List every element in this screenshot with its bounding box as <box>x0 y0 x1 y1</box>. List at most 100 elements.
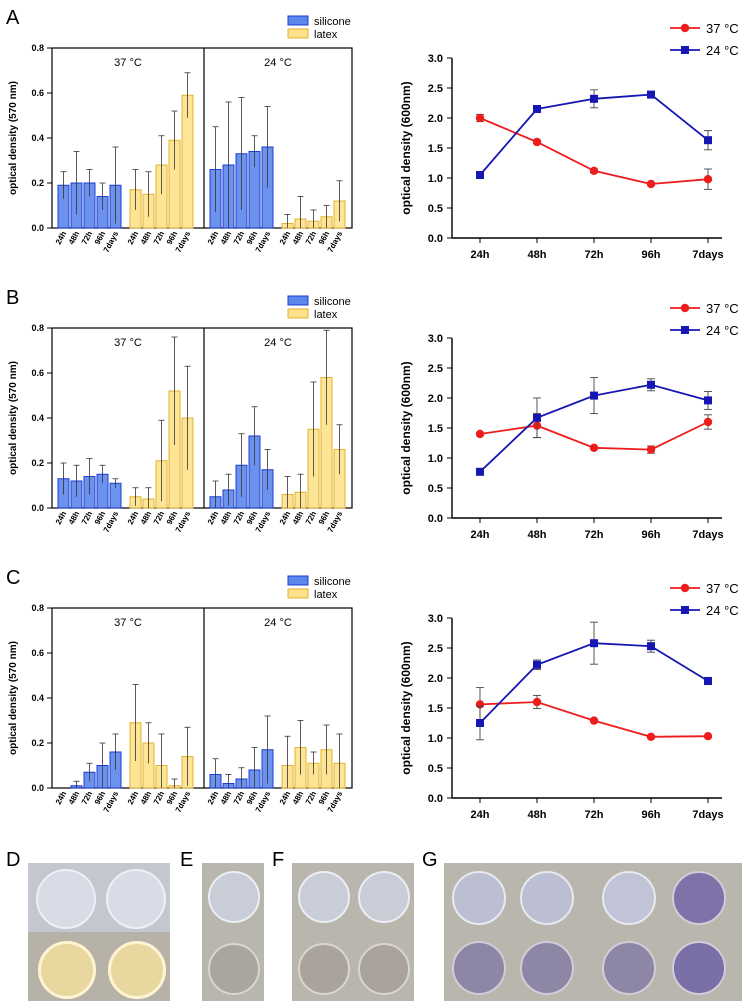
point-37-c-48h <box>532 697 542 707</box>
legend-swatch-latex <box>287 308 309 319</box>
point-24-c-72h <box>590 94 598 103</box>
y-tick-label: 0.5 <box>428 483 443 495</box>
x-tick-label: 48h <box>291 230 305 246</box>
point-24-c-7days <box>704 136 712 145</box>
x-tick-label: 72h <box>152 510 166 526</box>
legend-label-latex: latex <box>314 29 338 41</box>
y-tick-label: 3.0 <box>428 333 443 345</box>
x-tick-label: 48h <box>67 510 81 526</box>
x-tick-label: 72h <box>80 230 94 246</box>
point-24-c-48h <box>533 660 541 669</box>
legend-marker-24-c <box>681 326 689 334</box>
y-tick-label: 0.0 <box>31 503 44 513</box>
legend-label-37-c: 37 °C <box>706 581 739 596</box>
legend-swatch-silicone <box>287 575 309 586</box>
x-tick-label: 48h <box>528 809 547 821</box>
x-tick-label: 48h <box>528 529 547 541</box>
y-tick-label: 2.0 <box>428 113 443 125</box>
y-axis-label: optical density (600nm) <box>399 361 413 494</box>
y-tick-label: 0.2 <box>31 458 44 468</box>
x-tick-label: 48h <box>67 790 81 806</box>
point-24-c-72h <box>590 639 598 648</box>
bar-chart-c: 0.0 0.2 0.4 0.6 0.8 optical density (570 nm) 3… <box>8 575 353 814</box>
legend-marker-37-c <box>680 23 690 33</box>
legend-label-24-c: 24 °C <box>706 323 739 338</box>
x-tick-label: 72h <box>232 790 246 806</box>
y-tick-label: 0.0 <box>428 513 443 525</box>
y-tick-label: 1.5 <box>428 703 443 715</box>
x-tick-label: 24h <box>54 510 68 526</box>
y-tick-label: 0.0 <box>428 793 443 805</box>
x-tick-label: 24h <box>471 809 490 821</box>
group-title: 24 °C <box>264 337 292 349</box>
x-tick-label: 72h <box>80 790 94 806</box>
y-tick-label: 0.5 <box>428 763 443 775</box>
y-axis-label: optical density (570 nm) <box>8 641 19 755</box>
legend-swatch-latex <box>287 588 309 599</box>
point-24-c-96h <box>647 380 655 389</box>
y-tick-label: 2.5 <box>428 83 443 95</box>
point-37-c-7days <box>703 417 713 427</box>
legend-marker-37-c <box>680 303 690 313</box>
point-24-c-24h <box>476 171 484 179</box>
y-tick-label: 0.5 <box>428 203 443 215</box>
panel-label-f: F <box>272 849 285 871</box>
group-title: 37 °C <box>114 57 142 69</box>
point-24-c-96h <box>647 642 655 651</box>
bar-chart-b: 0.0 0.2 0.4 0.6 0.8 optical density (570 nm) 3… <box>8 295 353 534</box>
point-37-c-96h <box>646 179 656 189</box>
x-tick-label: 72h <box>232 510 246 526</box>
x-tick-label: 7days <box>692 249 723 261</box>
y-tick-label: 2.5 <box>428 643 443 655</box>
line-chart-a: 0.0 0.5 1.0 1.5 2.0 2.5 3.0 optical density (60… <box>399 21 739 261</box>
legend-label-24-c: 24 °C <box>706 603 739 618</box>
legend-label-silicone: silicone <box>314 16 351 28</box>
group-title: 24 °C <box>264 617 292 629</box>
point-24-c-7days <box>704 396 712 405</box>
line-chart-c: 0.0 0.5 1.0 1.5 2.0 2.5 3.0 optical density (60… <box>399 581 739 821</box>
group-title: 24 °C <box>264 57 292 69</box>
x-tick-label: 48h <box>67 230 81 246</box>
y-tick-label: 0.0 <box>428 233 443 245</box>
group-title: 37 °C <box>114 617 142 629</box>
legend-marker-24-c <box>681 46 689 54</box>
y-tick-label: 1.5 <box>428 143 443 155</box>
point-37-c-72h <box>589 443 599 452</box>
y-tick-label: 2.0 <box>428 673 443 685</box>
y-tick-label: 1.5 <box>428 423 443 435</box>
panel-label-d: D <box>6 849 21 871</box>
x-tick-label: 24h <box>126 510 140 526</box>
legend-label-24-c: 24 °C <box>706 43 739 58</box>
x-tick-label: 72h <box>304 510 318 526</box>
y-axis-label: optical density (600nm) <box>399 81 413 214</box>
x-tick-label: 48h <box>219 230 233 246</box>
y-tick-label: 0.8 <box>31 323 44 333</box>
x-tick-label: 48h <box>528 249 547 261</box>
x-tick-label: 72h <box>585 249 604 261</box>
x-tick-label: 48h <box>219 790 233 806</box>
y-tick-label: 0.8 <box>31 603 44 613</box>
x-tick-label: 24h <box>206 230 220 246</box>
legend-swatch-silicone <box>287 295 309 306</box>
x-tick-label: 24h <box>126 790 140 806</box>
x-tick-label: 24h <box>126 230 140 246</box>
photo-d <box>28 863 170 1001</box>
y-tick-label: 0.6 <box>31 648 44 658</box>
y-tick-label: 3.0 <box>428 53 443 65</box>
photo-strip: D E F G <box>0 845 751 1002</box>
point-24-c-24h <box>476 719 484 727</box>
x-tick-label: 48h <box>291 510 305 526</box>
y-tick-label: 1.0 <box>428 733 443 745</box>
bar-chart-a: 0.0 0.2 0.4 0.6 0.8 optical density (570 nm) 3… <box>8 15 353 254</box>
legend-swatch-latex <box>287 28 309 39</box>
x-tick-label: 72h <box>152 230 166 246</box>
x-tick-label: 48h <box>139 790 153 806</box>
point-37-c-24h <box>475 113 485 123</box>
y-tick-label: 0.0 <box>31 223 44 233</box>
legend-marker-24-c <box>681 606 689 614</box>
point-37-c-72h <box>589 716 599 725</box>
point-24-c-48h <box>533 105 541 113</box>
x-tick-label: 24h <box>471 249 490 261</box>
legend-label-silicone: silicone <box>314 576 351 588</box>
x-tick-label: 24h <box>54 790 68 806</box>
